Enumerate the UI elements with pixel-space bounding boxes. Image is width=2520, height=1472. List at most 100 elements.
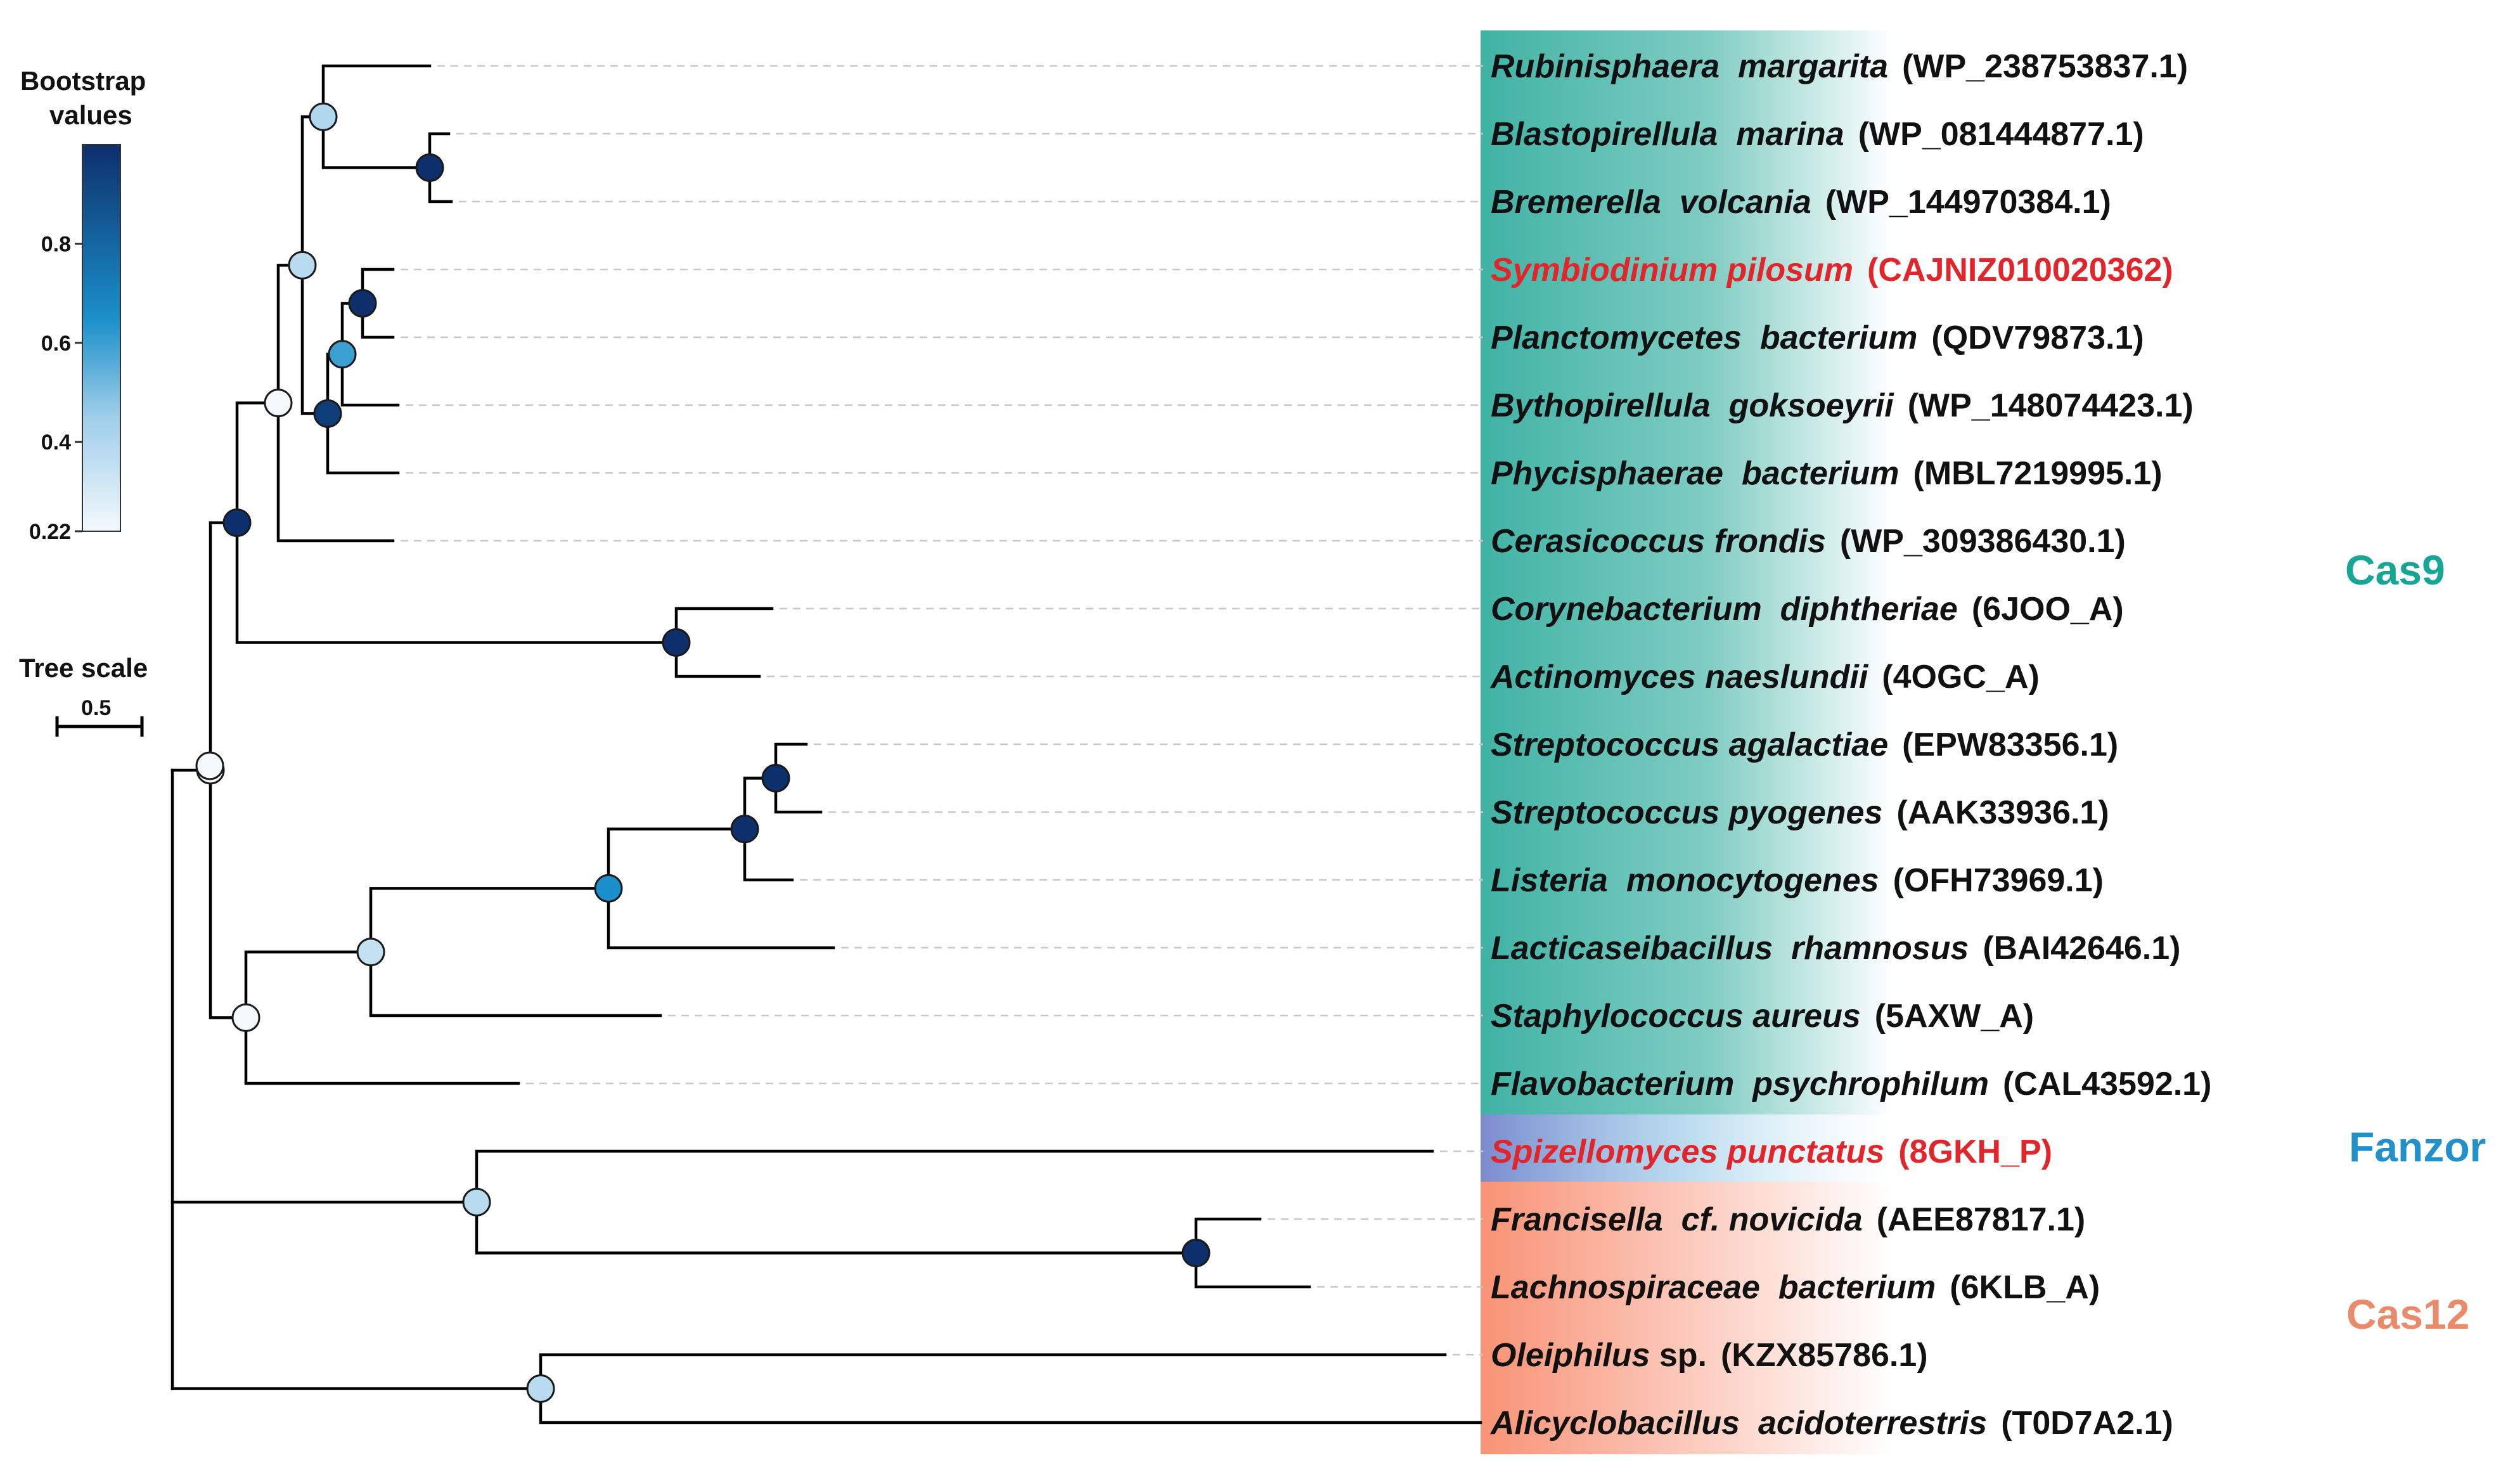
leaf-accession: (WP_148074423.1) xyxy=(1908,387,2194,424)
leaf-label: Listeria monocytogenes (OFH73969.1) xyxy=(1491,862,2104,899)
leaf-accession: (OFH73969.1) xyxy=(1893,862,2104,899)
branch-n13-L13 xyxy=(607,887,835,950)
leaf-label: Actinomyces naeslundii (4OGC_A) xyxy=(1489,659,2040,695)
branch-n8-L7 xyxy=(276,401,395,543)
legend-title-line1: Bootstrap xyxy=(20,66,146,96)
legend-ticks: 0.8 0.6 0.4 0.22 xyxy=(29,232,82,544)
leaf-accession: (AEE87817.1) xyxy=(1877,1201,2086,1238)
bootstrap-node-n4 xyxy=(348,289,377,318)
leaf-accession: (4OGC_A) xyxy=(1882,659,2039,695)
bootstrap-node-n3 xyxy=(309,102,338,131)
legend-tick-label: 0.6 xyxy=(41,332,71,356)
branch-n13-n12 xyxy=(607,827,747,890)
branch-n5-L5 xyxy=(340,352,400,407)
branch-n17-L16 xyxy=(475,1149,1434,1204)
leaf-label: Oleiphilus sp. (KZX85786.1) xyxy=(1491,1337,1928,1374)
leaf-accession: (T0D7A2.1) xyxy=(2001,1405,2173,1442)
legend-title-line2: values xyxy=(49,100,132,130)
branch-n9-L8 xyxy=(674,607,774,644)
leaf-label: Symbiodinium pilosum (CAJNIZ010020362) xyxy=(1491,252,2173,288)
branch-n6-L6 xyxy=(326,412,400,475)
leaf-accession: (6KLB_A) xyxy=(1950,1269,2100,1306)
leaf-species: Phycisphaerae bacterium xyxy=(1491,455,1900,492)
leaf-label: Phycisphaerae bacterium (MBL7219995.1) xyxy=(1491,455,2163,492)
leaf-accession: (MBL7219995.1) xyxy=(1913,455,2163,492)
leaf-label: Lacticaseibacillus rhamnosus (BAI42646.1) xyxy=(1491,930,2180,967)
leaf-label: Alicyclobacillus acidoterrestris (T0D7A2.… xyxy=(1489,1405,2173,1442)
tree-scale: Tree scale 0.5 xyxy=(19,653,148,737)
leaf-accession: (WP_309386430.1) xyxy=(1840,523,2126,560)
leaf-species: Cerasicoccus frondis xyxy=(1491,523,1826,560)
bootstrap-nodes xyxy=(195,102,1211,1403)
leaf-species: Listeria monocytogenes xyxy=(1491,862,1879,899)
leaf-label: Streptococcus agalactiae (EPW83356.1) xyxy=(1491,726,2118,763)
bootstrap-node-n9 xyxy=(662,628,691,657)
leaf-accession: (WP_081444877.1) xyxy=(1858,116,2144,153)
bootstrap-node-n17 xyxy=(462,1187,491,1217)
leaf-species: Francisella cf. novicida xyxy=(1491,1201,1863,1238)
branch-n18-L20 xyxy=(539,1387,1482,1424)
leaf-species: Streptococcus pyogenes xyxy=(1491,794,1882,831)
bootstrap-node-n2 xyxy=(415,153,444,182)
leaf-accession: (8GKH_P) xyxy=(1898,1133,2052,1170)
group-label-cas9: Cas9 xyxy=(2345,546,2445,593)
tree-scale-value: 0.5 xyxy=(81,696,111,720)
branch-n7-n3 xyxy=(300,115,325,267)
leaf-accession: (EPW83356.1) xyxy=(1902,726,2118,763)
leaf-species: Blastopirellula marina xyxy=(1491,116,1844,153)
branch-n14-L14 xyxy=(369,950,662,1017)
leaf-species: Bremerella volcania xyxy=(1491,184,1811,221)
leaf-species-suffix: sp. xyxy=(1650,1337,1707,1374)
leaf-label: Rubinisphaera margarita (WP_238753837.1) xyxy=(1491,48,2188,85)
branch-n14-n13 xyxy=(369,887,610,953)
leaf-accession: (QDV79873.1) xyxy=(1931,320,2144,356)
branch-n18-L19 xyxy=(539,1353,1447,1390)
bootstrap-legend: Bootstrap values 0.8 0.6 0.4 0.22 xyxy=(20,66,146,544)
leaf-label: Francisella cf. novicida (AEE87817.1) xyxy=(1491,1201,2085,1238)
leaf-labels: Rubinisphaera margarita (WP_238753837.1) B… xyxy=(1489,48,2211,1442)
branch-n10-n8 xyxy=(235,401,280,524)
leaf-accession: (6JOO_A) xyxy=(1972,591,2124,628)
leaf-species: Streptococcus agalactiae xyxy=(1491,726,1888,763)
cas12-band xyxy=(1481,1182,1893,1454)
leaf-species: Symbiodinium pilosum xyxy=(1491,252,1853,288)
leaf-label: Lachnospiraceae bacterium (6KLB_A) xyxy=(1491,1269,2100,1306)
branch-n12-L12 xyxy=(743,827,794,882)
fanzor-band xyxy=(1481,1114,1893,1182)
leaf-species: Spizellomyces punctatus xyxy=(1491,1133,1884,1170)
branch-n3-n2 xyxy=(321,115,432,169)
leader-lines xyxy=(401,65,1483,1356)
leaf-label: Staphylococcus aureus (5AXW_A) xyxy=(1491,998,2034,1035)
bootstrap-node-root xyxy=(195,751,224,780)
bootstrap-node-n18 xyxy=(526,1374,555,1403)
tree-scale-label: Tree scale xyxy=(19,653,148,683)
leaf-label: Cerasicoccus frondis (WP_309386430.1) xyxy=(1491,523,2126,560)
branch-n7-n6 xyxy=(300,264,330,415)
leaf-label: Corynebacterium diphtheriae (6JOO_A) xyxy=(1491,591,2124,628)
branch-cas9-n10 xyxy=(209,521,239,772)
leaf-species: Actinomyces naeslundii xyxy=(1489,659,1869,695)
bootstrap-node-n10 xyxy=(222,508,252,538)
branch-n15-L15 xyxy=(244,1016,520,1085)
bootstrap-node-n6 xyxy=(313,399,342,428)
leaf-accession: (WP_238753837.1) xyxy=(1902,48,2188,85)
branch-n8-n7 xyxy=(276,264,304,404)
leaf-accession: (CAL43592.1) xyxy=(2003,1066,2211,1102)
leaf-species: Staphylococcus aureus xyxy=(1491,998,1861,1035)
leaf-species: Flavobacterium psychrophilum xyxy=(1491,1066,1989,1102)
bootstrap-node-n12 xyxy=(730,815,759,844)
leaf-accession: (AAK33936.1) xyxy=(1896,794,2109,831)
branch-n15-n14 xyxy=(244,950,373,1019)
leaf-species: Planctomycetes bacterium xyxy=(1491,320,1917,356)
leaf-species: Corynebacterium diphtheriae xyxy=(1491,591,1958,628)
legend-tick-label: 0.8 xyxy=(41,232,71,256)
leaf-label: Blastopirellula marina (WP_081444877.1) xyxy=(1491,116,2144,153)
leaf-accession: (5AXW_A) xyxy=(1875,998,2034,1035)
leaf-accession: (CAJNIZ010020362) xyxy=(1867,252,2173,288)
leaf-accession: (BAI42646.1) xyxy=(1983,930,2180,967)
leaf-label: Planctomycetes bacterium (QDV79873.1) xyxy=(1491,320,2144,356)
leaf-species: Lacticaseibacillus rhamnosus xyxy=(1491,930,1969,967)
leaf-accession: (KZX85786.1) xyxy=(1721,1337,1928,1374)
leaf-species: Oleiphilus xyxy=(1491,1337,1650,1374)
bootstrap-node-n5 xyxy=(328,340,357,369)
